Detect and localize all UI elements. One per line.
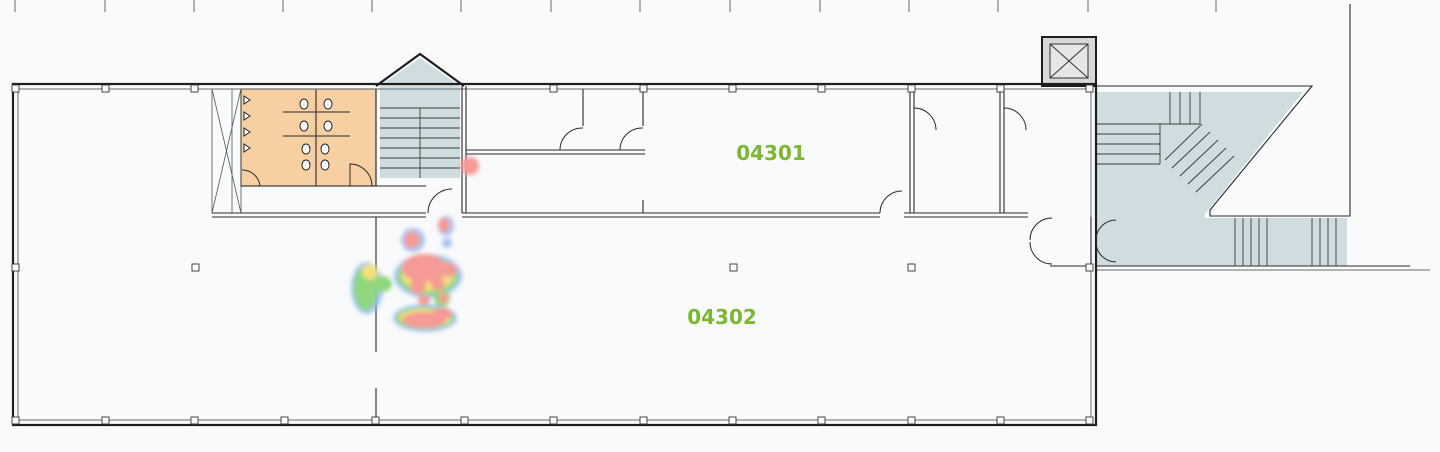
room-label-04301[interactable]: 04301 (736, 141, 806, 165)
building-outline (11, 82, 1098, 427)
top-ruler-ticks (14, 0, 1217, 12)
service-shaft (211, 88, 242, 214)
heatmap-layer (351, 157, 479, 332)
interior-walls (212, 86, 1117, 420)
annex-stair-area (1097, 4, 1430, 271)
elevator (1041, 36, 1097, 87)
restroom (240, 88, 377, 187)
stair-tower (375, 52, 465, 178)
room-label-04302[interactable]: 04302 (687, 305, 757, 329)
structural-columns (11, 84, 1094, 425)
